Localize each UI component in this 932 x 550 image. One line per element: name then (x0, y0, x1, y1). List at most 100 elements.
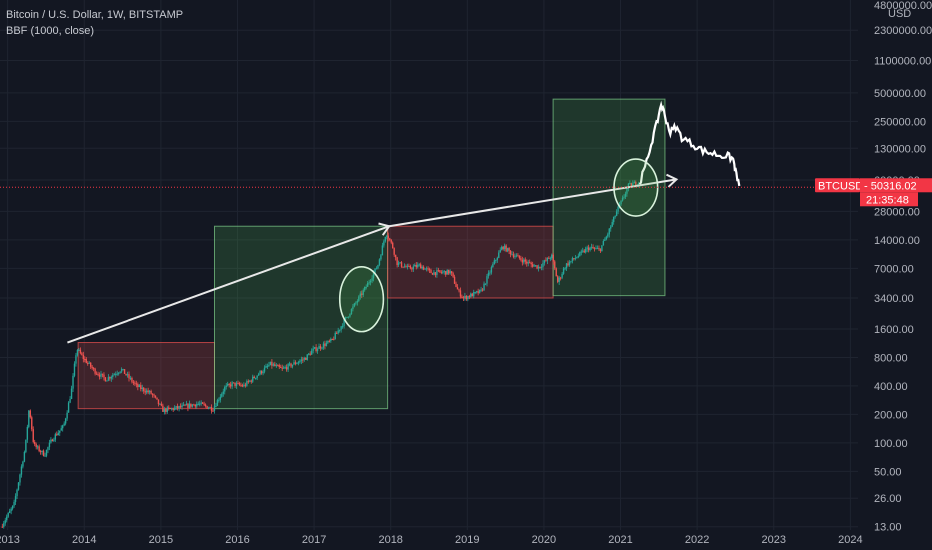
candle-body (240, 384, 242, 386)
candle-body (204, 404, 207, 406)
candle-body (312, 348, 314, 351)
candle-body (433, 272, 435, 275)
candle-body (366, 282, 369, 287)
candle-body (38, 446, 40, 452)
candle-body (269, 361, 272, 365)
candle-body (607, 234, 609, 237)
x-tick-label: 2024 (838, 534, 862, 546)
candle-body (119, 371, 121, 373)
candle-body (330, 338, 332, 342)
candle-body (306, 354, 308, 360)
indicator-label[interactable]: BBF (1000, close) (6, 25, 95, 37)
candle-body (135, 383, 138, 385)
candle-body (468, 296, 471, 298)
candle-body (583, 250, 585, 253)
candle-body (455, 283, 457, 288)
candle-body (203, 403, 205, 405)
candle-body (549, 258, 552, 260)
candle-body (501, 246, 503, 250)
candle-body (250, 380, 252, 382)
x-tick-label: 2016 (225, 534, 249, 546)
candle-body (523, 259, 525, 263)
candle-body (285, 367, 288, 370)
candle-body (364, 286, 366, 291)
candle-body (260, 370, 263, 374)
candle-body (137, 384, 139, 387)
candle-body (256, 375, 258, 378)
red-zone-box[interactable] (77, 342, 215, 410)
candle-body (316, 349, 319, 351)
candle-body (392, 242, 394, 249)
candle-body (350, 309, 353, 315)
candle-body (117, 372, 120, 374)
candle-body (450, 271, 453, 274)
candle-body (533, 265, 535, 267)
candle-body (570, 260, 572, 262)
candle-body (48, 442, 51, 448)
candle-body (54, 434, 57, 440)
candle-body (481, 289, 484, 291)
candle-body (422, 266, 425, 270)
candle-body (56, 434, 58, 436)
candle-body (630, 183, 633, 187)
candle-body (617, 206, 619, 212)
projection-line[interactable] (638, 100, 741, 187)
candle-body (45, 449, 48, 456)
candle-body (157, 399, 160, 405)
candle-body (546, 257, 549, 261)
candle-body (498, 252, 500, 258)
candle-body (197, 403, 199, 405)
candle-body (562, 268, 565, 274)
candle-body (28, 410, 30, 427)
candle-body (437, 270, 440, 272)
highlight-ellipse[interactable] (338, 266, 385, 333)
candle-body (359, 293, 361, 297)
candle-body (612, 216, 615, 223)
green-zone-box[interactable] (214, 225, 389, 410)
candle-body (458, 289, 460, 291)
candle-body (557, 276, 559, 282)
candle-body (589, 247, 591, 251)
y-tick-label: 13.00 (874, 522, 902, 534)
candle-body (346, 316, 348, 318)
candle-body (403, 266, 406, 268)
x-tick-label: 2020 (532, 534, 556, 546)
candle-body (446, 269, 448, 275)
candle-body (534, 265, 537, 267)
candle-body (505, 245, 507, 252)
y-tick-label: 26.00 (874, 493, 902, 505)
candle-body (145, 390, 148, 393)
candle-body (615, 211, 618, 216)
candle-body (176, 406, 179, 409)
x-tick-label: 2018 (378, 534, 402, 546)
candle-body (470, 293, 472, 298)
candle-body (207, 407, 210, 409)
symbol-title[interactable]: Bitcoin / U.S. Dollar, 1W, BITSTAMP (6, 9, 184, 21)
candle-body (280, 366, 282, 368)
candle-body (87, 362, 89, 364)
candle-body (343, 319, 345, 327)
y-tick-label: 2300000.00 (874, 25, 932, 37)
candle-body (521, 259, 524, 263)
candle-body (492, 264, 494, 268)
candle-body (449, 271, 451, 274)
trend-arrow-line[interactable] (389, 178, 677, 228)
candle-body (229, 384, 232, 387)
candle-body (131, 377, 133, 382)
candle-body (29, 410, 31, 418)
trend-arrow-line[interactable] (67, 225, 390, 344)
candle-body (537, 266, 540, 269)
candle-body (442, 271, 444, 273)
candle-body (518, 255, 521, 259)
candle-body (318, 346, 320, 350)
candle-body (104, 377, 107, 382)
symbol-badge[interactable] (815, 178, 860, 193)
candle-body (134, 382, 136, 384)
y-tick-label: 3400.00 (874, 293, 914, 305)
last-price-badge[interactable] (860, 178, 932, 193)
x-tick-label: 2014 (72, 534, 96, 546)
candle-body (536, 265, 538, 269)
candle-body (548, 257, 550, 259)
